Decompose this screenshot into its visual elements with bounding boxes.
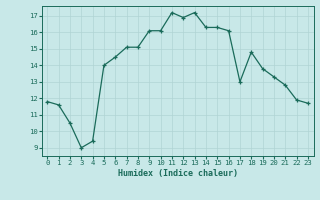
X-axis label: Humidex (Indice chaleur): Humidex (Indice chaleur)	[118, 169, 237, 178]
